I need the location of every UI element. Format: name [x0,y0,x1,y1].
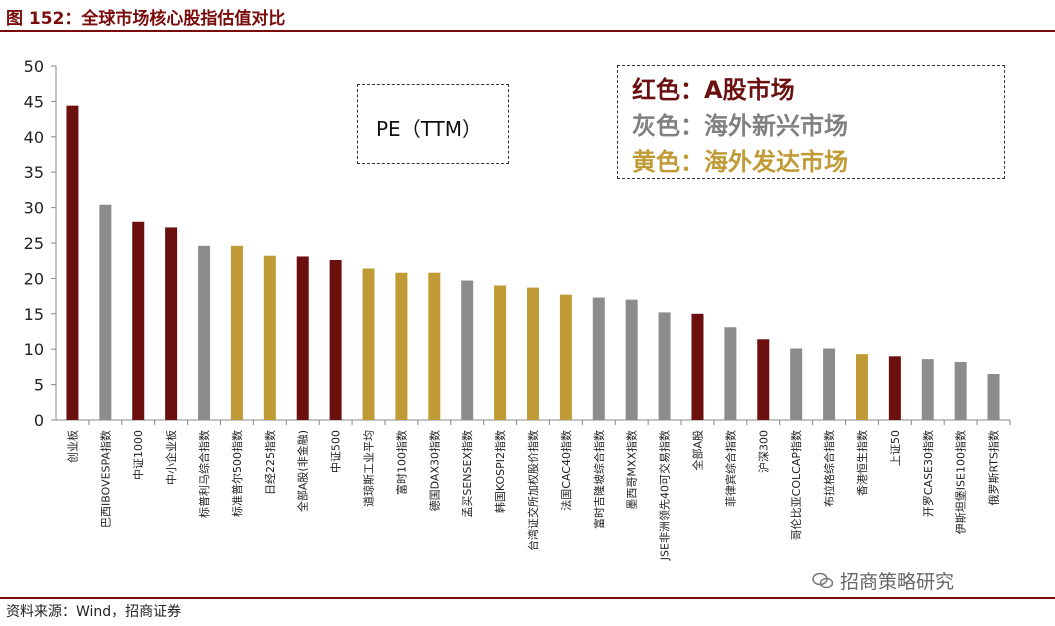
y-tick-label: 50 [24,57,44,76]
legend-entry-emerging: 灰色：海外新兴市场 [632,112,848,140]
color-legend: 红色：A股市场 灰色：海外新兴市场 黄色：海外发达市场 [617,65,1005,179]
x-tick-label: 中小企业板 [164,430,178,485]
x-tick-label: 中证1000 [132,430,145,480]
y-tick-label: 40 [24,128,44,147]
bar-11 [428,272,441,420]
header-rule [0,30,1055,32]
x-tick-label: 富时100指数 [394,430,408,495]
bar-chart: 0 5 10 15 20 25 30 35 40 45 50 创业板 巴西IBOVESPA指数 中证100… [24,57,1011,561]
wechat-icon [812,572,834,588]
y-tick-label: 25 [24,234,44,253]
watermark: 招商策略研究 [812,567,954,594]
bar-2 [132,221,145,420]
x-tick-label: 伊斯坦堡ISE100指数 [954,430,968,534]
bar-21 [757,339,770,420]
x-tick-label: 上证50 [889,430,902,466]
bar-24 [855,354,868,420]
page-title: 图 152：全球市场核心股指估值对比 [6,9,286,29]
y-tick-label: 5 [34,376,44,395]
bar-28 [987,373,1000,420]
bar-20 [724,327,737,420]
pe-annotation-label: PE（TTM） [376,117,483,141]
bar-3 [165,227,178,420]
bar-26 [921,359,934,420]
bar-23 [823,348,836,420]
y-tick-label: 15 [24,305,44,324]
bar-27 [954,361,967,420]
source-note: 资料来源：Wind，招商证券 [6,604,182,620]
x-tick-label: 韩国KOSPI2指数 [493,430,507,513]
x-tick-label: 标普利马综合指数 [197,430,211,518]
y-tick-label: 45 [24,92,44,111]
y-tick-label: 0 [34,411,44,430]
x-tick-label: 标准普尔500指数 [230,430,244,517]
x-tick-label: 菲律宾综合指数 [723,430,737,507]
x-tick-label: 全部A股 [690,430,704,471]
x-tick-label: 德国DAX30指数 [427,430,441,511]
bar-7 [296,256,309,420]
x-tick-label: 道琼斯工业平均 [362,430,376,507]
bar-14 [527,287,539,420]
y-tick-label: 35 [24,163,44,182]
x-tick-label: JSE非洲领先40可交易指数 [658,430,672,561]
footer-rule [0,597,1055,599]
x-tick-label: 俄罗斯RTS指数 [987,430,1001,506]
x-tick-label: 沪深300 [756,430,770,473]
x-tick-label: 孟买SENSEX指数 [460,430,474,518]
y-tick-label: 10 [24,340,44,359]
x-tick-label: 台湾证交所加权股价指数 [526,430,540,551]
bar-15 [559,294,572,420]
x-tick-label: 日经225指数 [263,430,277,495]
header: 图 152：全球市场核心股指估值对比 [0,0,1055,34]
bar-25 [888,356,901,420]
x-tick-label: 中证500 [330,430,343,473]
x-tick-label: 开罗CASE30指数 [921,430,935,517]
x-tick-label: 巴西IBOVESPA指数 [98,430,112,528]
bar-9 [362,268,375,420]
legend-entry-developed: 黄色：海外发达市场 [632,148,848,176]
bar-12 [461,280,474,420]
x-tick-label: 墨西哥MXX指数 [625,430,639,510]
bar-10 [395,272,408,420]
y-tick-label: 30 [24,199,44,218]
bar-8 [329,259,342,420]
y-tick-label: 20 [24,269,44,288]
bar-16 [592,297,605,420]
watermark-text: 招商策略研究 [840,571,955,593]
x-tick-label: 创业板 [65,430,79,463]
bar-13 [494,285,507,420]
x-tick-label: 全部A股(非金融) [296,430,310,512]
pe-annotation-box: PE（TTM） [357,84,509,164]
bar-5 [230,245,243,420]
bar-22 [790,348,803,420]
bar-6 [263,255,276,420]
bar-19 [691,313,704,420]
x-tick-label: 法国CAC40指数 [559,430,573,511]
bar-1 [99,204,112,420]
x-tick-label: 富时吉隆坡综合指数 [592,430,606,529]
x-tick-label: 香港恒生指数 [855,430,869,496]
x-tick-label: 布拉格综合指数 [822,430,836,507]
legend-entry-a-share: 红色：A股市场 [632,76,795,104]
x-tick-label: 哥伦比亚COLCAP指数 [789,430,803,540]
bar-18 [658,312,671,420]
bar-17 [625,299,638,420]
bar-0 [66,105,79,420]
bar-4 [198,245,211,420]
